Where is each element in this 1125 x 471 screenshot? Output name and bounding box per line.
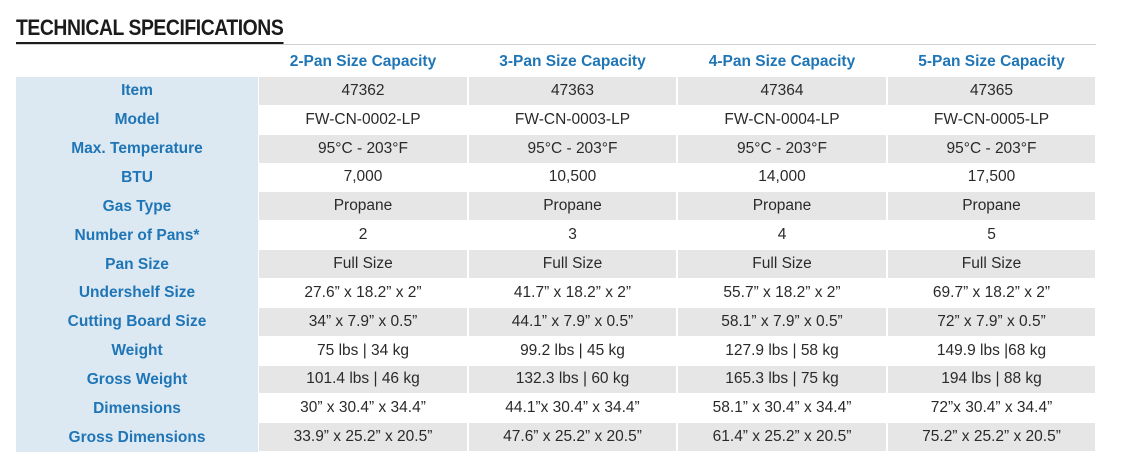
row-label: Pan Size [16, 250, 258, 279]
spec-cell: 127.9 lbs | 58 kg [678, 336, 886, 365]
spec-cell: 4 [678, 221, 886, 250]
row-label: Gross Dimensions [16, 423, 258, 453]
row-label: BTU [16, 163, 258, 193]
spec-cell: 72”x 30.4” x 34.4” [888, 394, 1095, 423]
spec-cell: 47362 [259, 77, 467, 105]
spec-cell: 101.4 lbs | 46 kg [259, 365, 467, 394]
spec-cell: 3 [469, 221, 676, 250]
row-label: Max. Temperature [16, 134, 258, 164]
spec-cell: Propane [888, 192, 1095, 221]
spec-cell: Propane [678, 192, 886, 221]
spec-cell: 72” x 7.9” x 0.5” [888, 307, 1095, 336]
spec-cell: 30” x 30.4” x 34.4” [259, 394, 467, 423]
row-label: Weight [16, 336, 258, 366]
row-label: Cutting Board Size [16, 307, 258, 337]
spec-cell: Full Size [678, 250, 886, 278]
spec-cell: 69.7” x 18.2” x 2” [888, 278, 1095, 307]
spec-cell: 132.3 lbs | 60 kg [469, 365, 676, 394]
spec-cell: 47364 [678, 77, 886, 105]
column-header: 2-Pan Size Capacity [289, 53, 437, 70]
row-label: Gross Weight [16, 365, 258, 395]
spec-cell: 33.9” x 25.2” x 20.5” [259, 423, 467, 452]
spec-cell: FW-CN-0002-LP [259, 105, 467, 134]
spec-cell: 47.6” x 25.2” x 20.5” [469, 423, 676, 452]
spec-cell: Propane [469, 192, 676, 221]
spec-cell: 44.1” x 7.9” x 0.5” [469, 307, 676, 336]
spec-cell: 95°C - 203°F [678, 134, 886, 163]
row-label: Dimensions [16, 394, 258, 424]
spec-cell: 58.1” x 30.4” x 34.4” [678, 394, 886, 423]
spec-cell: 10,500 [469, 163, 676, 192]
column-header: 5-Pan Size Capacity [918, 53, 1065, 70]
spec-cell: FW-CN-0005-LP [888, 105, 1095, 134]
spec-cell: 41.7” x 18.2” x 2” [469, 278, 676, 307]
row-label: Item [16, 77, 258, 106]
spec-cell: 47365 [888, 77, 1095, 105]
spec-cell: 165.3 lbs | 75 kg [678, 365, 886, 394]
spec-cell: 47363 [469, 77, 676, 105]
spec-cell: 149.9 lbs |68 kg [888, 336, 1095, 365]
row-label: Undershelf Size [16, 278, 258, 308]
row-label: Number of Pans* [16, 221, 258, 251]
spec-cell: 58.1” x 7.9” x 0.5” [678, 307, 886, 336]
spec-cell: 75.2” x 25.2” x 20.5” [888, 423, 1095, 452]
spec-cell: 61.4” x 25.2” x 20.5” [678, 423, 886, 452]
spec-cell: Full Size [469, 250, 676, 278]
spec-cell: 99.2 lbs | 45 kg [469, 336, 676, 365]
spec-cell: 194 lbs | 88 kg [888, 365, 1095, 394]
spec-cell: FW-CN-0004-LP [678, 105, 886, 134]
page-title: TECHNICAL SPECIFICATIONS [16, 14, 284, 45]
row-label: Model [16, 105, 258, 135]
spec-cell: FW-CN-0003-LP [469, 105, 676, 134]
spec-cell: 44.1”x 30.4” x 34.4” [469, 394, 676, 423]
spec-cell: 95°C - 203°F [469, 134, 676, 163]
spec-cell: 14,000 [678, 163, 886, 192]
column-header: 4-Pan Size Capacity [708, 53, 856, 70]
spec-cell: Full Size [259, 250, 467, 278]
spec-cell: 34” x 7.9” x 0.5” [259, 307, 467, 336]
spec-cell: 5 [888, 221, 1095, 250]
spec-cell: 7,000 [259, 163, 467, 192]
spec-cell: 17,500 [888, 163, 1095, 192]
spec-cell: 95°C - 203°F [259, 134, 467, 163]
column-header: 3-Pan Size Capacity [499, 53, 646, 70]
spec-cell: 27.6” x 18.2” x 2” [259, 278, 467, 307]
spec-cell: 2 [259, 221, 467, 250]
spec-cell: Propane [259, 192, 467, 221]
row-label: Gas Type [16, 192, 258, 222]
title-rule [16, 44, 1096, 45]
spec-cell: 75 lbs | 34 kg [259, 336, 467, 365]
spec-cell: Full Size [888, 250, 1095, 278]
spec-cell: 55.7” x 18.2” x 2” [678, 278, 886, 307]
spec-cell: 95°C - 203°F [888, 134, 1095, 163]
